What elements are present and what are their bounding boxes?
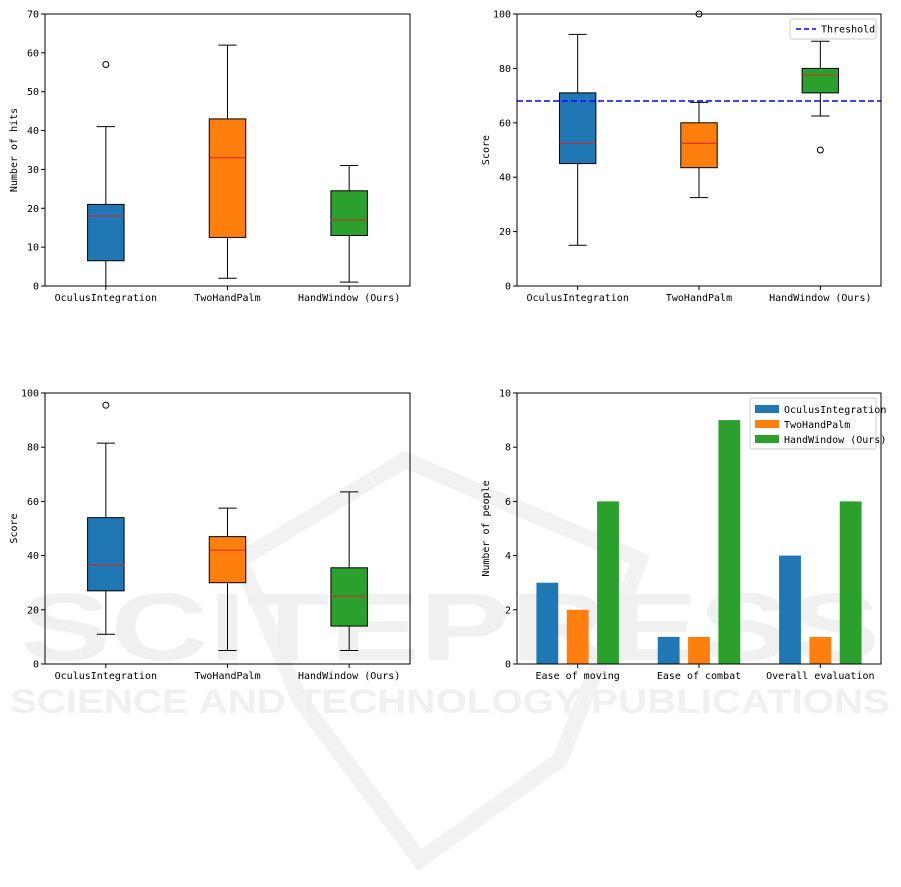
x-tick-label: OculusIntegration <box>55 671 157 682</box>
x-tick-label: OculusIntegration <box>55 293 157 304</box>
legend-label: OculusIntegration <box>784 405 886 416</box>
y-tick-label: 60 <box>27 497 39 508</box>
box-iqr <box>208 536 247 584</box>
box-iqr <box>330 567 368 627</box>
y-tick-label: 20 <box>499 227 511 238</box>
box-iqr <box>680 122 718 169</box>
y-tick-label: 100 <box>21 389 39 400</box>
box-iqr <box>208 118 247 238</box>
y-tick-label: 50 <box>27 87 39 98</box>
y-tick-label: 40 <box>27 551 39 562</box>
x-tick-label: TwoHandPalm <box>666 293 732 304</box>
legend-swatch <box>755 405 779 413</box>
legend-swatch <box>755 420 779 428</box>
y-tick-label: 0 <box>33 282 39 293</box>
y-axis-label: Score <box>9 513 20 543</box>
y-tick-label: 4 <box>505 551 511 562</box>
chart-4: 0 2 4 6 8 10 Number of people Ease of moving Eas… <box>481 389 886 683</box>
legend-box <box>749 397 877 450</box>
x-tick-label: TwoHandPalm <box>194 671 260 682</box>
watermark-title: SCITEPRESS <box>20 574 880 681</box>
plot-frame <box>516 13 882 287</box>
bar <box>566 609 589 664</box>
y-axis-label: Number of people <box>481 480 492 576</box>
bar <box>839 501 862 664</box>
y-tick-label: 70 <box>27 10 39 21</box>
bar <box>597 501 619 664</box>
watermark-subtitle: SCIENCE AND TECHNOLOGY PUBLICATIONS <box>10 683 890 721</box>
y-tick-label: 2 <box>505 605 511 616</box>
box-outlier <box>816 146 824 154</box>
y-tick-label: 60 <box>499 118 511 129</box>
y-tick-label: 100 <box>493 10 511 21</box>
y-tick-label: 0 <box>33 660 39 671</box>
y-tick-label: 0 <box>505 660 511 671</box>
x-tick-label: HandWindow (Ours) <box>298 671 400 682</box>
y-tick-label: 20 <box>27 204 39 215</box>
y-tick-label: 30 <box>27 165 39 176</box>
chart-1: 0 10 20 30 40 50 60 70 Number of hits OculusInteg… <box>9 10 411 304</box>
y-tick-label: 80 <box>499 64 511 75</box>
box-iqr <box>87 203 125 262</box>
x-tick-label: Ease of moving <box>536 671 620 682</box>
legend-label: HandWindow (Ours) <box>784 435 886 446</box>
bar <box>657 636 680 664</box>
y-tick-label: 20 <box>27 605 39 616</box>
y-axis-label: Score <box>481 135 492 165</box>
bar <box>718 420 741 664</box>
bar <box>688 636 710 664</box>
x-tick-label: OculusIntegration <box>526 293 628 304</box>
x-tick-label: TwoHandPalm <box>194 293 260 304</box>
box-outlier <box>102 61 110 69</box>
y-tick-label: 40 <box>27 126 39 137</box>
plot-frame <box>516 392 882 665</box>
box-outlier <box>102 401 110 409</box>
y-tick-label: 40 <box>499 173 511 184</box>
y-tick-label: 60 <box>27 48 39 59</box>
chart-3: 0 20 40 60 80 100 Score OculusIntegration TwoHan… <box>9 389 411 682</box>
bar <box>809 636 832 664</box>
plot-frame <box>44 13 411 287</box>
chart-2: 0 20 40 60 80 100 Score OculusIntegration TwoHan… <box>481 10 882 304</box>
x-tick-label: Overall evaluation <box>766 671 874 682</box>
legend-label: TwoHandPalm <box>784 420 850 431</box>
y-tick-label: 0 <box>505 282 511 293</box>
plot-frame <box>44 392 411 665</box>
box-iqr <box>87 517 125 592</box>
y-axis-label: Number of hits <box>9 108 20 192</box>
y-tick-label: 10 <box>499 389 511 400</box>
legend-box <box>789 18 877 40</box>
y-tick-label: 80 <box>27 443 39 454</box>
box-iqr <box>801 67 840 94</box>
y-tick-label: 10 <box>27 243 39 254</box>
legend-threshold-label: Threshold <box>821 25 875 36</box>
bar <box>779 555 801 664</box>
bar <box>536 582 559 664</box>
y-tick-label: 8 <box>505 443 511 454</box>
watermark: SCITEPRESS SCIENCE AND TECHNOLOGY PUBLIC… <box>10 451 890 872</box>
box-iqr <box>558 92 597 165</box>
x-tick-label: HandWindow (Ours) <box>769 293 871 304</box>
y-tick-label: 6 <box>505 497 511 508</box>
box-iqr <box>330 190 368 236</box>
watermark-logo-shape <box>229 451 651 872</box>
x-tick-label: Ease of combat <box>657 671 741 682</box>
legend-swatch <box>755 435 779 443</box>
x-tick-label: HandWindow (Ours) <box>298 293 400 304</box>
